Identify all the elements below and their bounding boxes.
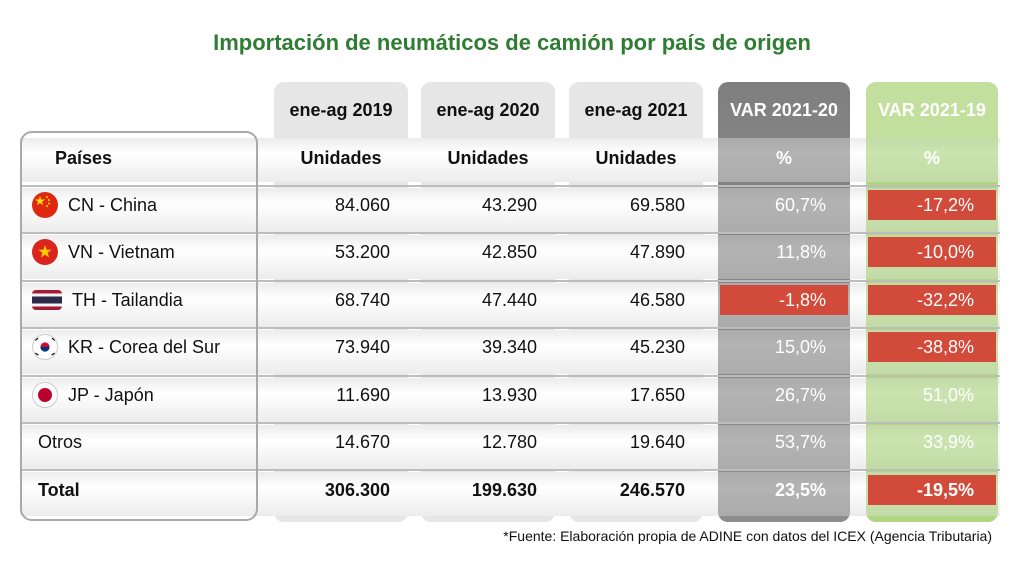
cell-var2120: 15,0%: [774, 337, 826, 357]
cell-var2120: 60,7%: [774, 195, 826, 215]
row-divider: [20, 280, 1000, 282]
header-unit-var2119: %: [923, 148, 940, 168]
cell-var2120: 53,7%: [774, 432, 826, 452]
total-2019: 306.300: [324, 480, 390, 500]
country-name: CN - China: [68, 195, 158, 215]
header-unit-2021: Unidades: [595, 148, 677, 168]
table-row-country: JP - Japón: [32, 380, 254, 410]
china-flag-icon: [32, 192, 58, 218]
cell-var2119: -17,2%: [868, 190, 996, 220]
total-label: Total: [38, 480, 80, 500]
total-2020: 199.630: [471, 480, 537, 500]
countries-frame: [20, 131, 258, 521]
cell-2020: 47.440: [481, 290, 537, 310]
source-footnote: *Fuente: Elaboración propia de ADINE con…: [503, 528, 992, 544]
table-row-country: KR - Corea del Sur: [32, 332, 254, 362]
row-divider: [20, 375, 1000, 377]
table-title: Importación de neumáticos de camión por …: [213, 30, 811, 55]
cell-2020: 43.290: [481, 195, 537, 215]
japan-flag-icon: [32, 382, 58, 408]
country-name: JP - Japón: [68, 385, 154, 405]
country-name: TH - Tailandia: [72, 290, 183, 310]
cell-2020: 13.930: [481, 385, 537, 405]
cell-2019: 14.670: [334, 432, 390, 452]
header-countries: Países: [55, 148, 113, 168]
cell-var2119: 33,9%: [922, 432, 974, 452]
table-row-country: VN - Vietnam: [32, 237, 254, 267]
row-divider: [20, 327, 1000, 329]
cell-2021: 45.230: [629, 337, 685, 357]
cell-2020: 39.340: [481, 337, 537, 357]
cell-2019: 11.690: [336, 385, 390, 405]
row-divider: [20, 469, 1000, 471]
cell-2019: 53.200: [334, 242, 390, 262]
country-name: VN - Vietnam: [68, 242, 175, 262]
total-2021: 246.570: [619, 480, 685, 500]
cell-2019: 73.940: [334, 337, 390, 357]
header-var-2021-19: VAR 2021-19: [878, 100, 986, 120]
cell-2021: 17.650: [629, 385, 685, 405]
header-period-2019: ene-ag 2019: [289, 100, 393, 120]
cell-2021: 47.890: [629, 242, 685, 262]
thailand-flag-icon: [32, 290, 62, 310]
cell-2021: 19.640: [629, 432, 685, 452]
header-unit-var2120: %: [775, 148, 792, 168]
south-korea-flag-icon: [32, 334, 58, 360]
cell-2021: 69.580: [629, 195, 685, 215]
table-row-country: CN - China: [32, 190, 254, 220]
table-row-country: TH - Tailandia: [32, 285, 254, 315]
country-name: Otros: [38, 432, 83, 452]
row-divider: [20, 232, 1000, 234]
cell-var2119: -38,8%: [868, 332, 996, 362]
cell-2020: 42.850: [481, 242, 537, 262]
header-period-2021: ene-ag 2021: [584, 100, 688, 120]
cell-var2120: 11,8%: [776, 242, 826, 262]
cell-2020: 12.780: [481, 432, 537, 452]
vietnam-flag-icon: [32, 239, 58, 265]
cell-2019: 84.060: [334, 195, 390, 215]
cell-var2119: -32,2%: [868, 285, 996, 315]
header-var-2021-20: VAR 2021-20: [730, 100, 838, 120]
header-period-2020: ene-ag 2020: [436, 100, 540, 120]
cell-var2120: 26,7%: [774, 385, 826, 405]
header-unit-2020: Unidades: [447, 148, 529, 168]
cell-var2119: -10,0%: [868, 237, 996, 267]
row-divider: [20, 422, 1000, 424]
total-var2120: 23,5%: [774, 480, 826, 500]
header-unit-2019: Unidades: [300, 148, 382, 168]
cell-2021: 46.580: [629, 290, 685, 310]
country-name: KR - Corea del Sur: [68, 337, 221, 357]
total-var2119: -19,5%: [868, 475, 996, 505]
cell-var2120: -1,8%: [720, 285, 848, 315]
row-divider: [20, 185, 1000, 187]
cell-2019: 68.740: [334, 290, 390, 310]
col-var2120-tint: [718, 138, 850, 522]
cell-var2119: 51,0%: [922, 385, 974, 405]
